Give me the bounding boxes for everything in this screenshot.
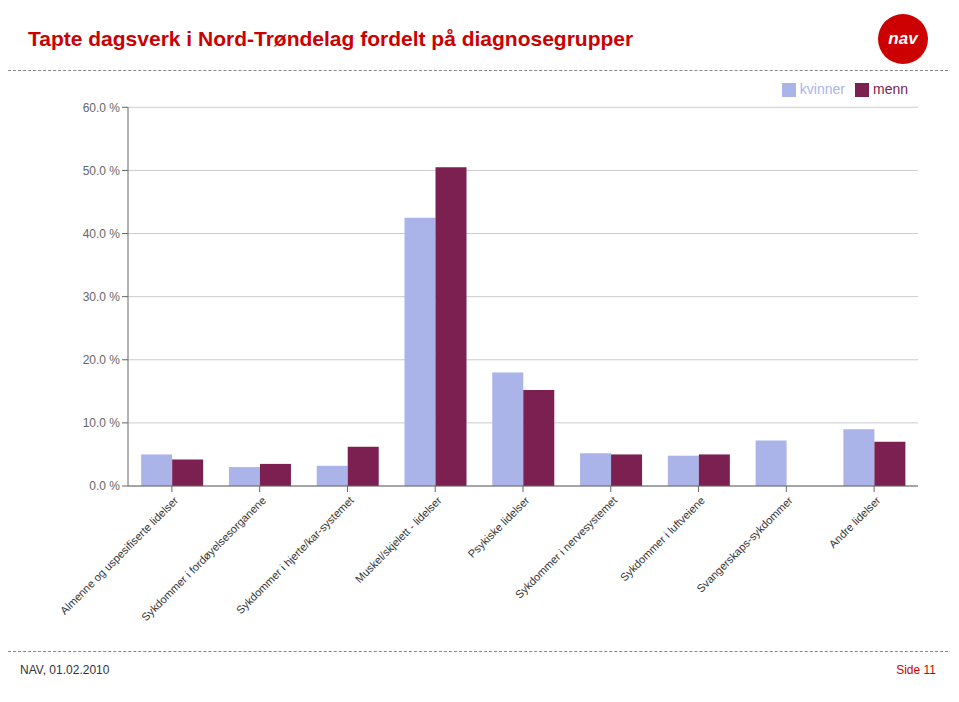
svg-text:30.0 %: 30.0 % [83,290,121,304]
svg-text:Psykiske lidelser: Psykiske lidelser [466,494,532,560]
svg-text:Sykdommer i hjerte/kar-systeme: Sykdommer i hjerte/kar-systemet [234,494,356,616]
html-text:menn: menn [873,81,908,97]
svg-text:Sykdommer i nervesystemet: Sykdommer i nervesystemet [513,494,620,601]
svg-text:Svangerskaps-sykdommer: Svangerskaps-sykdommer [694,494,795,595]
svg-text:Sykdommer i luftveiene: Sykdommer i luftveiene [618,494,707,583]
svg-text:60.0 %: 60.0 % [83,101,121,115]
svg-text:50.0 %: 50.0 % [83,164,121,178]
html-text:NAV, 01.02.2010: NAV, 01.02.2010 [20,663,110,677]
svg-text:Andre lidelser: Andre lidelser [827,494,883,550]
svg-text:40.0 %: 40.0 % [83,227,121,241]
html-text:kvinner: kvinner [799,81,845,97]
svg-text:0.0 %: 0.0 % [89,479,120,493]
svg-text:20.0 %: 20.0 % [83,353,121,367]
html-text:nav: nav [888,29,918,48]
svg-text:Muskel/skjelett - lidelser: Muskel/skjelett - lidelser [353,494,444,585]
svg-text:10.0 %: 10.0 % [83,416,121,430]
svg-text:Sykdommer i fordøyelsesorganen: Sykdommer i fordøyelsesorganene [139,494,269,624]
svg-text:Almenne og uspesifiserte lidel: Almenne og uspesifiserte lidelser [57,494,181,617]
html-text:Side 11: Side 11 [896,663,936,677]
html-text:Tapte dagsverk i Nord-Trøndela: Tapte dagsverk i Nord-Trøndelag fordelt … [28,27,634,50]
